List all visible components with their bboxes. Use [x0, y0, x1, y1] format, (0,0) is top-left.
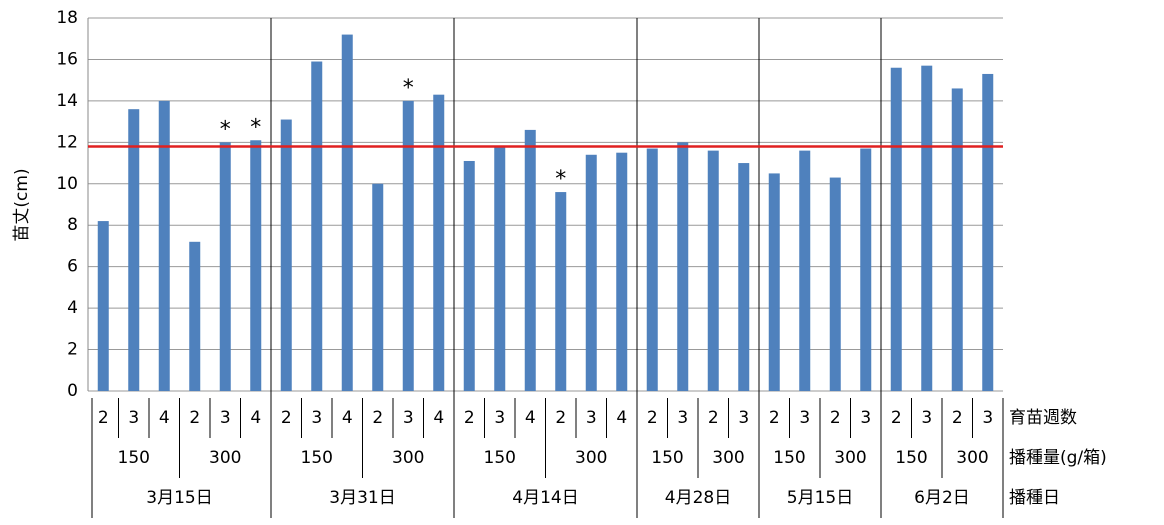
x-tick-label: 2: [189, 408, 200, 428]
x-tick-label: 3: [311, 408, 322, 428]
bar: [738, 163, 750, 391]
x-group-label: 300: [392, 448, 424, 468]
x-tick-label: 4: [342, 408, 353, 428]
bar: [158, 100, 170, 391]
y-tick-label: 0: [67, 381, 78, 401]
bar: [341, 34, 353, 391]
x-group-label: 3月15日: [146, 488, 212, 508]
x-tick-label: 2: [647, 408, 658, 428]
x-tick-label: 2: [555, 408, 566, 428]
bar: [646, 148, 658, 391]
x-tick-label: 2: [952, 408, 963, 428]
x-group-label: 6月2日: [914, 488, 970, 508]
y-tick-label: 8: [67, 215, 78, 235]
x-tick-label: 4: [616, 408, 627, 428]
y-tick-label: 2: [67, 340, 78, 360]
bar: [311, 61, 323, 392]
bar: [280, 119, 292, 392]
y-tick-label: 10: [56, 174, 78, 194]
bar: [402, 100, 414, 391]
level-name: 播種日: [1009, 488, 1060, 508]
x-group-label: 300: [209, 448, 241, 468]
bar: [189, 241, 201, 391]
bar: [494, 146, 506, 391]
x-group-label: 150: [118, 448, 150, 468]
x-tick-label: 2: [98, 408, 109, 428]
x-tick-label: 3: [860, 408, 871, 428]
bar: [616, 152, 628, 391]
x-group-label: 150: [301, 448, 333, 468]
x-tick-label: 3: [403, 408, 414, 428]
bar: [128, 109, 140, 391]
x-tick-label: 3: [921, 408, 932, 428]
x-tick-label: 3: [128, 408, 139, 428]
x-tick-label: 3: [494, 408, 505, 428]
x-group-label: 300: [712, 448, 744, 468]
bar: [951, 88, 963, 391]
x-tick-label: 2: [281, 408, 292, 428]
bar: [890, 67, 902, 391]
y-tick-label: 12: [56, 132, 78, 152]
x-tick-label: 3: [220, 408, 231, 428]
x-tick-label: 2: [769, 408, 780, 428]
x-tick-label: 4: [433, 408, 444, 428]
x-tick-label: 2: [372, 408, 383, 428]
bar: [250, 140, 262, 391]
x-group-label: 3月31日: [329, 488, 395, 508]
x-tick-label: 4: [250, 408, 261, 428]
x-group-label: 4月14日: [512, 488, 578, 508]
x-group-label: 150: [651, 448, 683, 468]
level-name: 育苗週数: [1009, 408, 1077, 428]
bar: [97, 221, 109, 391]
bar: [219, 142, 231, 391]
x-group-label: 4月28日: [665, 488, 731, 508]
y-axis-label: 苗丈(cm): [12, 168, 32, 241]
bar: [463, 160, 475, 391]
annotation: *: [220, 117, 231, 142]
bar: [982, 73, 994, 391]
bar: [829, 177, 841, 391]
x-tick-label: 3: [677, 408, 688, 428]
bar: [921, 65, 933, 392]
bar: [768, 173, 780, 391]
y-tick-label: 14: [56, 91, 78, 111]
x-group-label: 300: [956, 448, 988, 468]
x-tick-label: 3: [586, 408, 597, 428]
x-tick-label: 3: [982, 408, 993, 428]
bar: [707, 150, 719, 391]
y-tick-label: 6: [67, 257, 78, 277]
x-group-label: 150: [895, 448, 927, 468]
bar: [433, 94, 445, 391]
bar: [555, 192, 567, 391]
annotation: *: [403, 76, 414, 101]
x-tick-label: 2: [830, 408, 841, 428]
x-group-label: 150: [484, 448, 516, 468]
x-group-label: 150: [773, 448, 805, 468]
annotation: *: [250, 115, 261, 140]
x-tick-label: 2: [891, 408, 902, 428]
x-group-label: 5月15日: [787, 488, 853, 508]
bar: [372, 183, 384, 391]
y-tick-label: 4: [67, 298, 78, 318]
x-group-label: 300: [834, 448, 866, 468]
bar: [524, 129, 536, 391]
x-tick-label: 3: [738, 408, 749, 428]
bar: [585, 154, 597, 391]
x-tick-label: 2: [708, 408, 719, 428]
y-tick-label: 18: [56, 8, 78, 28]
bar: [799, 150, 811, 391]
y-tick-label: 16: [56, 49, 78, 69]
x-group-label: 300: [575, 448, 607, 468]
level-name: 播種量(g/箱): [1009, 448, 1107, 468]
x-tick-label: 4: [159, 408, 170, 428]
annotation: *: [555, 167, 566, 192]
x-tick-label: 4: [525, 408, 536, 428]
x-tick-label: 3: [799, 408, 810, 428]
bar: [677, 142, 689, 391]
bar: [860, 148, 872, 391]
x-tick-label: 2: [464, 408, 475, 428]
